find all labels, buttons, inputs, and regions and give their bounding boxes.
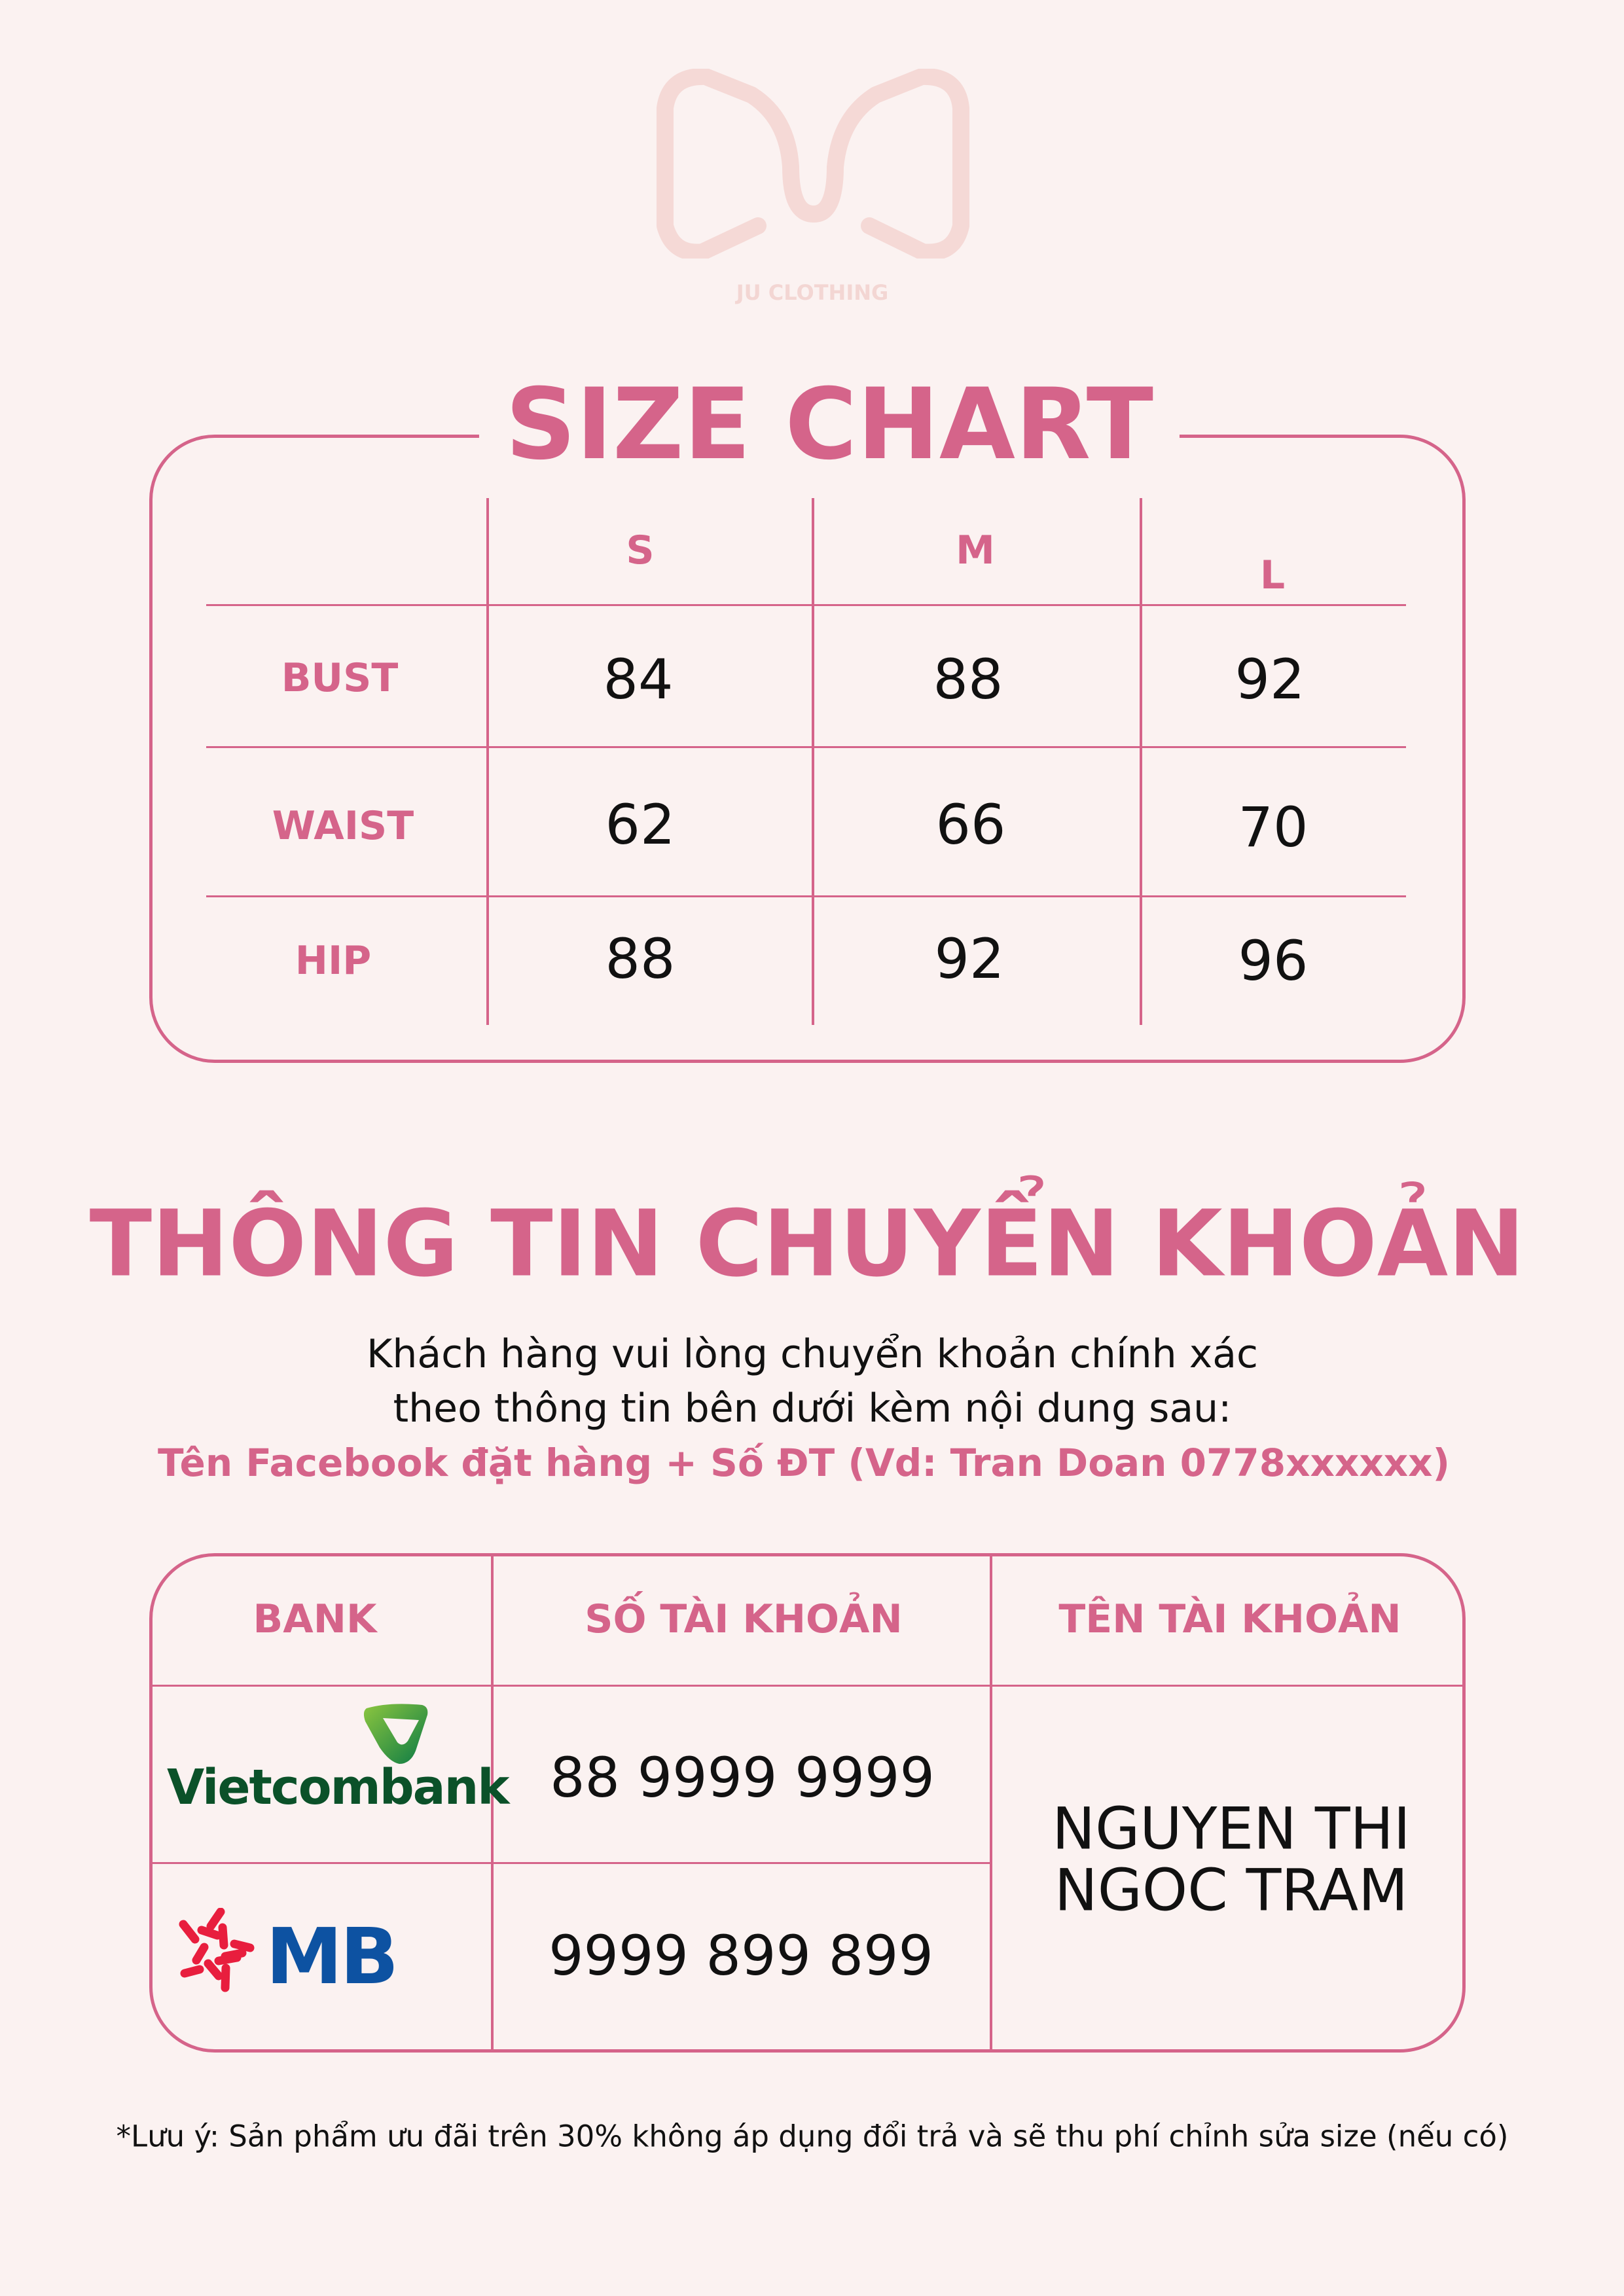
mb-star-icon <box>179 1908 255 1992</box>
row-label-hip: HIP <box>295 938 372 984</box>
vietcombank-logo: Vietcombank <box>167 1702 510 1816</box>
mb-logo: MB <box>170 1905 406 2009</box>
waist-m: 66 <box>935 793 1006 857</box>
header-account-number: SỐ TÀI KHOẢN <box>585 1596 903 1642</box>
bust-s: 84 <box>603 647 674 711</box>
brand-name: JU CLOTHING <box>736 280 889 305</box>
column-divider <box>491 1554 494 2051</box>
row-divider <box>206 895 1406 897</box>
header-bank: BANK <box>253 1596 377 1642</box>
header-account-name: TÊN TÀI KHOẢN <box>1058 1596 1401 1642</box>
column-divider <box>1140 498 1142 1025</box>
column-divider <box>486 498 489 1025</box>
column-divider <box>990 1554 992 2051</box>
row-label-bust: BUST <box>281 655 399 701</box>
size-chart-title: SIZE CHART <box>478 368 1180 482</box>
bust-m: 88 <box>933 647 1003 711</box>
transfer-content-format: Tên Facebook đặt hàng + Số ĐT (Vd: Tran … <box>157 1441 1451 1485</box>
mb-account-number: 9999 899 899 <box>549 1924 933 1988</box>
transfer-instruction-2: theo thông tin bên dưới kèm nội dung sau… <box>393 1386 1232 1431</box>
ribbon-logo-icon <box>657 67 969 261</box>
row-label-waist: WAIST <box>272 803 414 849</box>
row-divider <box>206 746 1406 748</box>
hip-m: 92 <box>934 927 1005 991</box>
bust-l: 92 <box>1235 647 1305 711</box>
header-divider <box>151 1685 1464 1687</box>
account-name-line-1: NGUYEN THI <box>1052 1795 1411 1863</box>
transfer-instruction-1: Khách hàng vui lòng chuyển khoản chính x… <box>366 1331 1259 1377</box>
column-divider <box>812 498 814 1025</box>
vietcombank-emblem-icon <box>363 1704 428 1764</box>
size-header-l: L <box>1259 552 1286 598</box>
hip-s: 88 <box>605 927 676 991</box>
bank-table-box <box>149 1553 1466 2053</box>
transfer-title: THÔNG TIN CHUYỂN KHOẢN <box>89 1191 1525 1298</box>
brand-logo <box>653 67 973 261</box>
hip-l: 96 <box>1238 929 1308 993</box>
row-divider <box>151 1862 991 1864</box>
vietcombank-account-number: 88 9999 9999 <box>550 1746 935 1810</box>
row-divider <box>206 604 1406 606</box>
waist-s: 62 <box>605 793 676 857</box>
mb-wordmark: MB <box>266 1911 399 2001</box>
waist-l: 70 <box>1238 795 1308 859</box>
account-name-line-2: NGOC TRAM <box>1054 1856 1409 1924</box>
size-header-s: S <box>626 528 655 573</box>
size-header-m: M <box>956 528 995 573</box>
footnote: *Lưu ý: Sản phẩm ưu đãi trên 30% không á… <box>116 2119 1509 2154</box>
vietcombank-wordmark: Vietcombank <box>167 1759 510 1816</box>
